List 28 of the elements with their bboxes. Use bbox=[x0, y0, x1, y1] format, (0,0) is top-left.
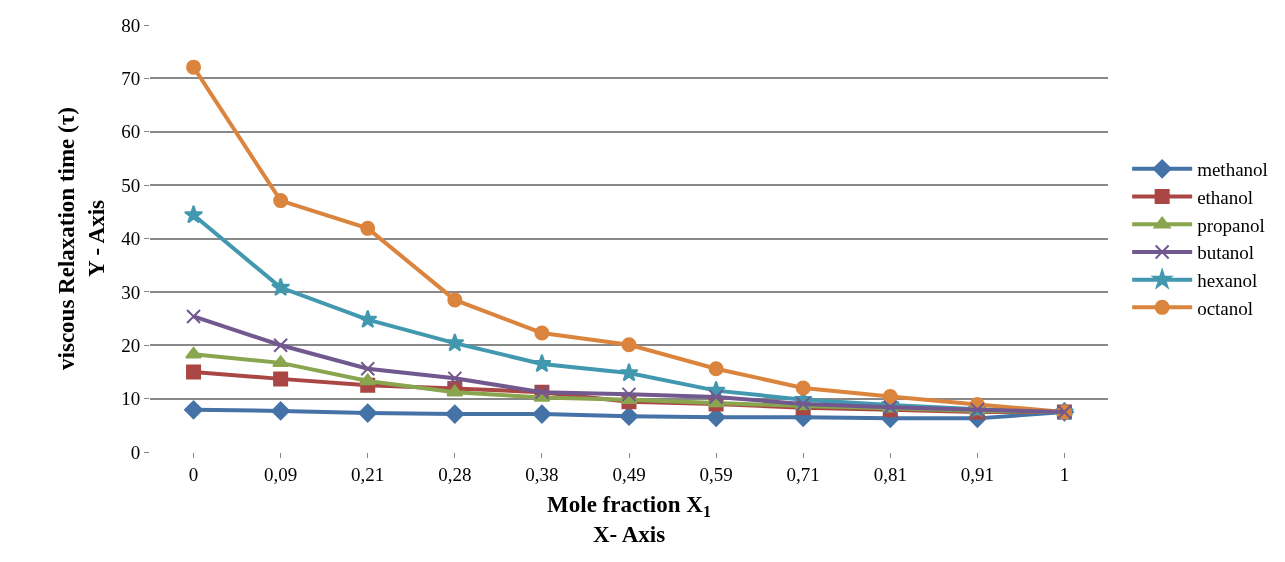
y-tick-label: 30 bbox=[121, 281, 141, 303]
y-tick-label: 10 bbox=[121, 388, 141, 410]
y-tick-label: 70 bbox=[121, 68, 141, 90]
x-tick-label: 1 bbox=[1059, 463, 1070, 485]
legend-label: propanol bbox=[1197, 214, 1265, 236]
y-tick-label: 80 bbox=[121, 14, 141, 36]
legend-label: methanol bbox=[1197, 159, 1268, 181]
y-tick-label: 20 bbox=[121, 334, 141, 356]
legend-label: hexanol bbox=[1197, 270, 1258, 292]
x-tick-label: 0 bbox=[188, 463, 199, 485]
x-tick-label: 0,91 bbox=[960, 463, 994, 485]
x-tick-label: 0,81 bbox=[873, 463, 907, 485]
y-tick-label: 40 bbox=[121, 228, 141, 250]
y-tick-label: 60 bbox=[121, 121, 141, 143]
x-tick-label: 0,09 bbox=[264, 463, 298, 485]
x-tick-label: 0,49 bbox=[612, 463, 646, 485]
x-tick-label: 0,38 bbox=[525, 463, 559, 485]
legend-label: ethanol bbox=[1197, 186, 1254, 208]
y-tick-label: 50 bbox=[121, 174, 141, 196]
x-tick-label: 0,28 bbox=[438, 463, 472, 485]
legend-label: octanol bbox=[1197, 297, 1254, 319]
text: Mole fraction X$_{1}$ X- Axis bbox=[547, 492, 711, 548]
x-tick-label: 0,21 bbox=[351, 463, 385, 485]
x-tick-label: 0,59 bbox=[699, 463, 733, 485]
legend-label: butanol bbox=[1197, 242, 1255, 264]
y-tick-label: 0 bbox=[130, 441, 141, 463]
x-tick-label: 0,71 bbox=[786, 463, 820, 485]
y-axis-title: viscous Relaxation time (τ) Y - Axis bbox=[53, 107, 109, 370]
